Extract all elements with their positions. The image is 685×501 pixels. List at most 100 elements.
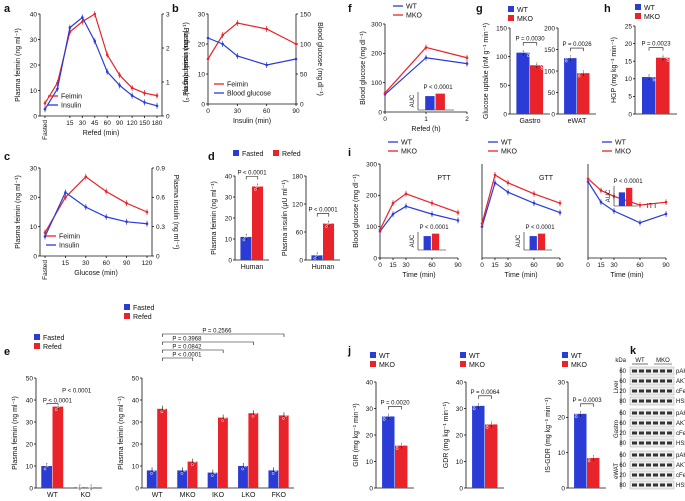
y-tick-label: 100 (366, 224, 377, 231)
x-tick-label: LKO (241, 492, 256, 499)
significance-bracket (570, 47, 584, 52)
p-value: P < 0.0001 (308, 208, 338, 214)
p-value: P = 0.0020 (380, 400, 410, 406)
data-point (43, 235, 47, 238)
y-tick-label: 0 (459, 485, 463, 492)
bar (252, 186, 264, 260)
bar (238, 466, 248, 488)
legend-label: Feimin (61, 94, 82, 101)
x-tick-label: MKO (180, 492, 197, 499)
p-value: P < 0.0001 (237, 171, 267, 177)
data-point (638, 221, 642, 225)
x-tick-label: 90 (116, 120, 124, 127)
blot-band (632, 411, 637, 415)
x-tick-label: 120 (127, 120, 138, 127)
legend-label: Refed (133, 314, 152, 321)
bar (472, 405, 485, 488)
data-dot (587, 459, 591, 463)
e1-ylabel: Plasma feimin (ng ml⁻¹) (12, 396, 19, 470)
blot-band (632, 431, 637, 435)
bar (248, 413, 259, 488)
blot-strip (629, 408, 675, 418)
bar (146, 470, 157, 488)
data-dot (183, 469, 186, 472)
data-dot (249, 407, 253, 411)
data-point (664, 212, 668, 216)
blot-label: cFeimin (676, 473, 685, 479)
x-tick-label: 30 (234, 108, 242, 115)
data-point (81, 20, 84, 23)
data-dot (564, 51, 568, 55)
p-value: P = 0.0003 (572, 398, 602, 404)
bar (516, 52, 530, 114)
blot-band (646, 463, 651, 467)
y-tick-label: 150 (544, 47, 555, 54)
data-point (64, 191, 67, 194)
y-tick-label: 300 (366, 161, 377, 168)
legend-label: Insulin (59, 243, 79, 250)
data-point (145, 210, 149, 214)
data-point (430, 212, 434, 216)
data-dot (269, 465, 273, 468)
y-tick-label: 10 (558, 450, 566, 457)
data-dot (577, 66, 581, 70)
legend-swatch (370, 352, 376, 358)
legend-label: Blood glucose (227, 91, 271, 98)
data-point (206, 36, 210, 40)
blot-band (667, 411, 672, 415)
legend-label: WT (517, 7, 529, 14)
x-tick-label: 150 (139, 120, 150, 127)
data-dot (147, 465, 151, 468)
data-point (236, 54, 239, 58)
panel-j1: 0 10 20 30 40 GIR (mg kg⁻¹ min⁻¹) P = 0.0020 WT… (353, 352, 414, 492)
data-dot (86, 480, 89, 484)
x-tick-label: 0 (586, 262, 590, 269)
data-dot (279, 410, 283, 413)
i2-xlabel: Time (min) (504, 272, 537, 279)
data-point (664, 200, 668, 204)
legend-label: MKO (644, 14, 661, 21)
blot-band (667, 483, 672, 487)
legend-label: Fasted (43, 335, 65, 342)
y-tick-label: 10 (30, 224, 38, 231)
significance-bracket (388, 406, 402, 410)
bar (240, 236, 252, 260)
panel-e2: 0 10 20 30 40 50 Plasma feimin (ng ml⁻¹) WT MKO I… (118, 304, 294, 499)
inset-ylabel: AUC (606, 189, 612, 202)
data-dot (81, 481, 85, 485)
blot-band (639, 483, 644, 487)
x-tick-label: 30 (504, 262, 512, 269)
y-tick-label: 5 (628, 94, 632, 101)
blot-strip (629, 376, 675, 386)
data-point (456, 211, 460, 214)
legend-label: Refed (282, 151, 301, 158)
data-dot (535, 62, 539, 66)
x-tick-label: WT (47, 492, 59, 499)
y-tick-label: 0 (299, 257, 303, 264)
y-tick-label: 50 (26, 375, 34, 382)
p-value: P = 0.0842 (172, 345, 202, 351)
y2-tick-label: 150 (300, 11, 311, 18)
series-line-feimin (44, 13, 158, 104)
legend-swatch (370, 361, 376, 367)
panel-label-e: e (4, 346, 10, 358)
bar (268, 470, 279, 488)
panel-label-a: a (4, 3, 11, 15)
legend-label: MKO (469, 362, 486, 369)
y-tick-label: 0 (503, 111, 507, 118)
i3-xlabel: Time (min) (610, 272, 643, 279)
significance-bracket (46, 403, 59, 405)
y-tick-label: 30 (198, 11, 206, 18)
data-point (391, 201, 395, 205)
blot-label: AKT (676, 421, 685, 427)
data-point (105, 53, 109, 57)
legend-label: Fasted (133, 305, 155, 312)
y-tick-label: 0 (373, 255, 377, 262)
y-tick-label: 200 (371, 51, 382, 58)
y-tick-label: 120 (292, 201, 303, 208)
data-dot (271, 472, 275, 475)
blot-band (632, 483, 637, 487)
a-ylabel: Plasma feimin (ng ml⁻¹) (15, 28, 22, 102)
x-tick-label: 0 (480, 262, 484, 269)
y-tick-label: 100 (496, 54, 507, 61)
